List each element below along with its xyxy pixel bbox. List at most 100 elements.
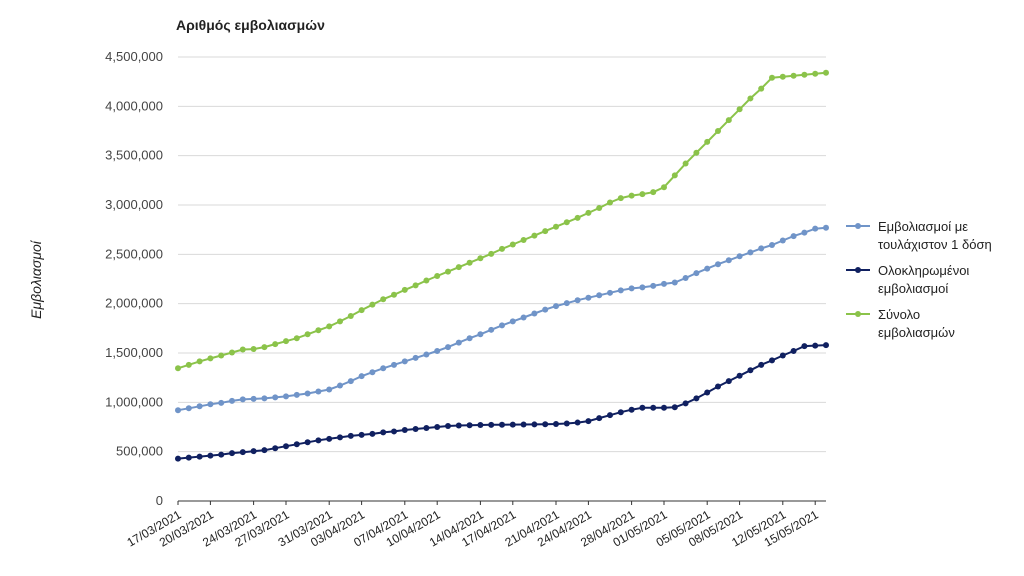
- data-point: [671, 279, 678, 286]
- data-point: [477, 255, 484, 262]
- y-tick-label: 3,000,000: [105, 197, 163, 212]
- data-point: [520, 237, 527, 244]
- data-point: [272, 445, 279, 452]
- data-point: [293, 335, 300, 342]
- data-point: [423, 424, 430, 431]
- data-point: [639, 191, 646, 198]
- data-point: [272, 394, 279, 401]
- legend-swatch-marker: [855, 223, 861, 229]
- data-point: [812, 342, 819, 349]
- data-point: [477, 331, 484, 338]
- data-point: [196, 358, 203, 365]
- data-point: [650, 404, 657, 411]
- data-point: [531, 310, 538, 317]
- data-point: [725, 117, 732, 124]
- legend-label-line: εμβολιασμών: [878, 325, 955, 340]
- data-point: [823, 69, 829, 76]
- data-point: [337, 318, 343, 325]
- data-point: [563, 219, 570, 226]
- data-point: [423, 277, 430, 284]
- data-point: [801, 71, 808, 78]
- data-point: [563, 300, 570, 307]
- data-point: [445, 344, 451, 351]
- data-point: [175, 365, 181, 372]
- data-point: [531, 232, 538, 239]
- data-point: [380, 429, 387, 436]
- data-point: [304, 390, 311, 397]
- data-point: [628, 406, 635, 413]
- data-point: [617, 409, 624, 416]
- legend-swatch-marker: [855, 311, 861, 317]
- data-point: [585, 294, 592, 301]
- data-point: [434, 424, 441, 430]
- data-point: [531, 421, 538, 428]
- data-point: [661, 184, 667, 191]
- data-point: [229, 397, 235, 404]
- data-point: [758, 245, 765, 252]
- legend-label: Ολοκληρωμένοι εμβολιασμοί: [878, 263, 969, 296]
- data-point: [736, 106, 743, 113]
- legend-label: Σύνολο εμβολιασμών: [878, 307, 955, 340]
- y-tick-label: 500,000: [116, 444, 163, 459]
- y-tick-label: 1,000,000: [105, 394, 163, 409]
- data-point: [261, 395, 268, 402]
- data-point: [661, 280, 667, 287]
- data-point: [315, 437, 322, 444]
- data-point: [477, 422, 484, 429]
- data-point: [272, 341, 279, 348]
- data-point: [337, 382, 343, 389]
- data-point: [412, 354, 419, 361]
- data-point: [769, 357, 775, 364]
- data-point: [261, 447, 268, 454]
- y-tick-label: 1,500,000: [105, 345, 163, 360]
- data-point: [304, 331, 311, 338]
- data-point: [347, 378, 354, 385]
- data-point: [758, 85, 765, 92]
- data-point: [347, 432, 354, 439]
- legend-label-line: τουλάχιστον 1 δόση: [878, 237, 992, 252]
- data-point: [412, 425, 419, 432]
- data-point: [628, 192, 635, 199]
- data-point: [358, 307, 365, 314]
- data-point: [488, 250, 495, 257]
- data-point: [725, 378, 732, 385]
- data-point: [455, 339, 462, 346]
- data-point: [207, 401, 214, 408]
- data-point: [401, 358, 408, 365]
- data-point: [261, 344, 268, 351]
- data-point: [391, 428, 397, 435]
- data-point: [304, 439, 311, 446]
- data-point: [628, 285, 635, 292]
- data-point: [596, 204, 603, 211]
- data-point: [207, 355, 214, 362]
- data-point: [412, 282, 419, 289]
- data-point: [369, 369, 376, 376]
- data-point: [315, 327, 322, 334]
- data-point: [509, 421, 516, 428]
- data-point: [315, 388, 322, 395]
- data-point: [520, 421, 527, 428]
- data-point: [455, 264, 462, 271]
- data-point: [434, 273, 441, 280]
- data-point: [229, 450, 235, 457]
- data-point: [542, 306, 549, 313]
- data-point: [283, 443, 289, 450]
- data-point: [401, 286, 408, 293]
- data-point: [337, 434, 343, 441]
- data-point: [499, 245, 505, 252]
- chart-title: Αριθμός εμβολιασμών: [176, 17, 325, 33]
- data-point: [196, 403, 203, 410]
- data-point: [239, 346, 246, 353]
- data-point: [239, 449, 246, 456]
- data-point: [239, 396, 246, 403]
- data-point: [283, 338, 289, 345]
- data-point: [779, 73, 786, 80]
- data-point: [596, 292, 603, 299]
- data-point: [175, 407, 181, 414]
- legend-label: Εμβολιασμοί με τουλάχιστον 1 δόση: [878, 219, 992, 252]
- data-point: [617, 287, 624, 294]
- legend-label-line: Σύνολο: [878, 307, 920, 322]
- data-point: [574, 419, 581, 426]
- data-point: [769, 74, 775, 81]
